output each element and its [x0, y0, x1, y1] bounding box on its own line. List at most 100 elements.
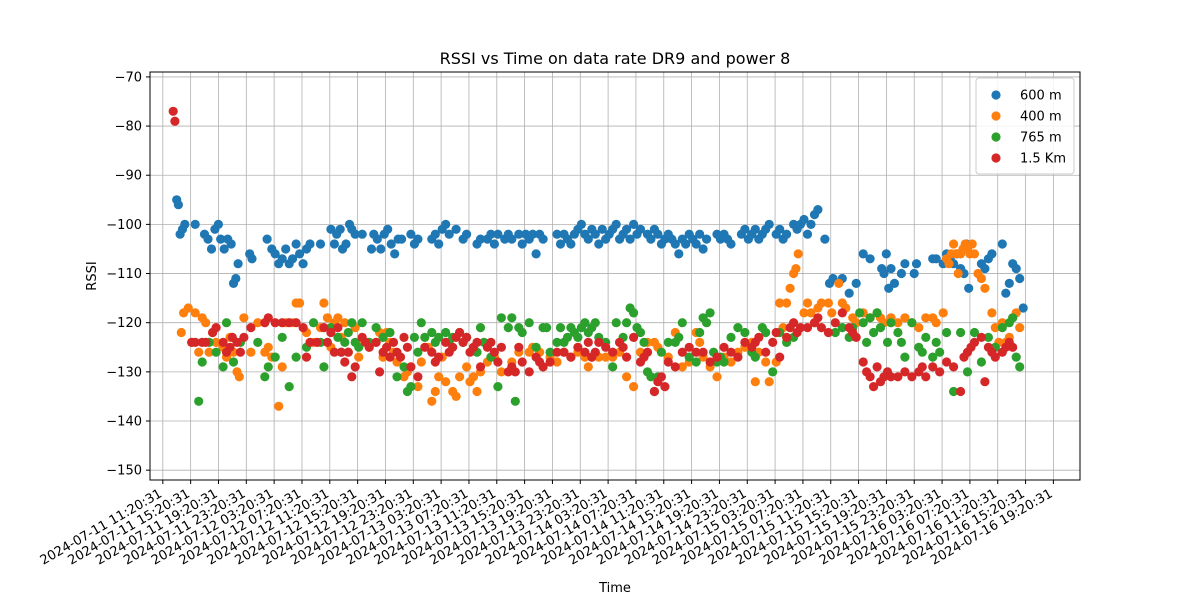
data-point	[987, 249, 997, 259]
data-point	[472, 337, 482, 347]
x-axis-label: Time	[598, 581, 631, 596]
data-point	[858, 357, 868, 367]
y-tick-label: −140	[106, 415, 142, 430]
data-point	[677, 347, 687, 357]
data-point	[858, 318, 868, 328]
data-point	[364, 342, 374, 352]
data-point	[354, 342, 364, 352]
data-point	[750, 224, 760, 234]
data-point	[441, 219, 451, 229]
data-point	[231, 273, 241, 284]
data-point	[451, 224, 461, 234]
data-point	[357, 318, 367, 328]
data-point	[538, 234, 548, 244]
data-point	[990, 352, 1000, 362]
data-point	[942, 357, 952, 367]
data-point	[354, 352, 364, 362]
data-point	[618, 342, 628, 352]
data-point	[190, 219, 200, 229]
data-point	[319, 362, 329, 372]
y-axis-label: RSSI	[85, 261, 100, 290]
data-point	[517, 327, 527, 338]
data-point	[340, 318, 350, 328]
data-point	[270, 249, 280, 259]
data-point	[552, 337, 562, 347]
data-point	[507, 313, 517, 323]
data-point	[493, 229, 503, 239]
data-point	[291, 239, 301, 249]
data-point	[983, 332, 994, 342]
data-point	[806, 219, 816, 229]
data-point	[382, 342, 392, 352]
data-point	[761, 327, 771, 338]
data-point	[183, 303, 193, 313]
data-point	[455, 327, 465, 338]
data-point	[663, 337, 673, 347]
data-point	[322, 313, 332, 323]
y-tick-label: −100	[106, 218, 142, 233]
data-point	[816, 298, 827, 308]
data-point	[726, 347, 736, 357]
data-point	[764, 219, 774, 229]
series-0	[172, 195, 1028, 313]
data-point	[341, 239, 351, 249]
data-point	[791, 264, 801, 274]
data-point	[472, 386, 482, 397]
data-point	[670, 239, 680, 249]
data-point	[629, 308, 639, 318]
data-point	[430, 229, 440, 239]
data-point	[288, 254, 298, 264]
data-point	[695, 337, 705, 347]
data-point	[931, 254, 941, 264]
data-point	[823, 327, 834, 338]
data-point	[277, 318, 287, 328]
data-point	[935, 347, 945, 357]
y-tick-label: −130	[106, 365, 142, 380]
data-point	[239, 332, 249, 342]
data-point	[235, 347, 245, 357]
data-point	[837, 308, 847, 318]
data-point	[399, 362, 409, 372]
data-point	[917, 362, 927, 372]
data-point	[216, 234, 226, 244]
data-point	[914, 323, 924, 333]
data-point	[869, 327, 879, 338]
data-point	[775, 352, 785, 362]
data-point	[232, 337, 242, 347]
data-point	[211, 347, 221, 357]
data-point	[173, 200, 183, 210]
data-point	[698, 347, 708, 357]
data-point	[813, 313, 823, 323]
data-point	[896, 268, 907, 279]
data-point	[964, 283, 974, 293]
data-point	[305, 239, 315, 249]
data-point	[900, 367, 910, 377]
data-point	[239, 313, 249, 323]
data-point	[646, 234, 656, 244]
data-point	[705, 308, 715, 318]
data-point	[635, 224, 646, 234]
data-point	[333, 332, 343, 342]
grid	[150, 72, 1080, 480]
data-point	[168, 106, 178, 116]
data-point	[953, 268, 963, 279]
data-point	[990, 323, 1000, 333]
data-point	[576, 219, 587, 229]
data-point	[677, 362, 687, 372]
data-point	[170, 116, 180, 126]
data-point	[247, 254, 257, 264]
data-point	[677, 318, 687, 328]
data-point	[976, 273, 987, 284]
data-point	[434, 372, 444, 382]
data-point	[590, 229, 600, 239]
data-point	[1008, 342, 1018, 352]
plot-frame	[149, 71, 1081, 481]
data-point	[1015, 362, 1025, 372]
data-point	[335, 224, 345, 234]
data-point	[900, 259, 910, 269]
data-point	[921, 313, 931, 323]
data-point	[896, 337, 907, 347]
data-point	[475, 323, 486, 333]
data-point	[350, 229, 360, 239]
data-point	[942, 327, 952, 338]
